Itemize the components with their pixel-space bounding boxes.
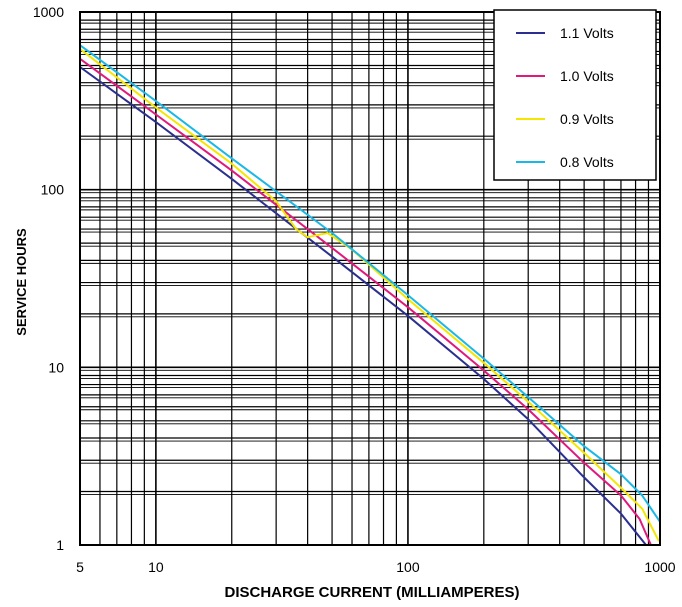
y-tick-label: 1000: [33, 4, 64, 20]
series-line-2: [79, 57, 652, 546]
series-line-1: [79, 66, 647, 546]
legend-label: 1.1 Volts: [560, 25, 614, 41]
plot-frame: [79, 11, 661, 546]
y-tick-label: 1: [56, 537, 64, 553]
x-tick-label: 1000: [644, 559, 675, 575]
y-tick-label: 10: [48, 359, 64, 375]
x-tick-label: 10: [148, 559, 164, 575]
series-lines: [79, 44, 661, 546]
legend-label: 0.8 Volts: [560, 154, 614, 170]
y-tick-label: 100: [41, 182, 65, 198]
series-line-4: [79, 44, 661, 523]
legend-label: 1.0 Volts: [560, 68, 614, 84]
x-tick-label: 5: [76, 559, 84, 575]
tick-labels: 5 10 100 1000 1 10 100 1000: [33, 4, 676, 575]
x-tick-label: 100: [396, 559, 420, 575]
legend: 1.1 Volts 1.0 Volts 0.9 Volts 0.8 Volts: [493, 9, 657, 181]
y-axis-title: SERVICE HOURS: [14, 228, 29, 336]
legend-label: 0.9 Volts: [560, 111, 614, 127]
legend-box: [493, 9, 657, 181]
x-axis-title: DISCHARGE CURRENT (MILLIAMPERES): [225, 584, 520, 601]
grid: [80, 12, 660, 545]
